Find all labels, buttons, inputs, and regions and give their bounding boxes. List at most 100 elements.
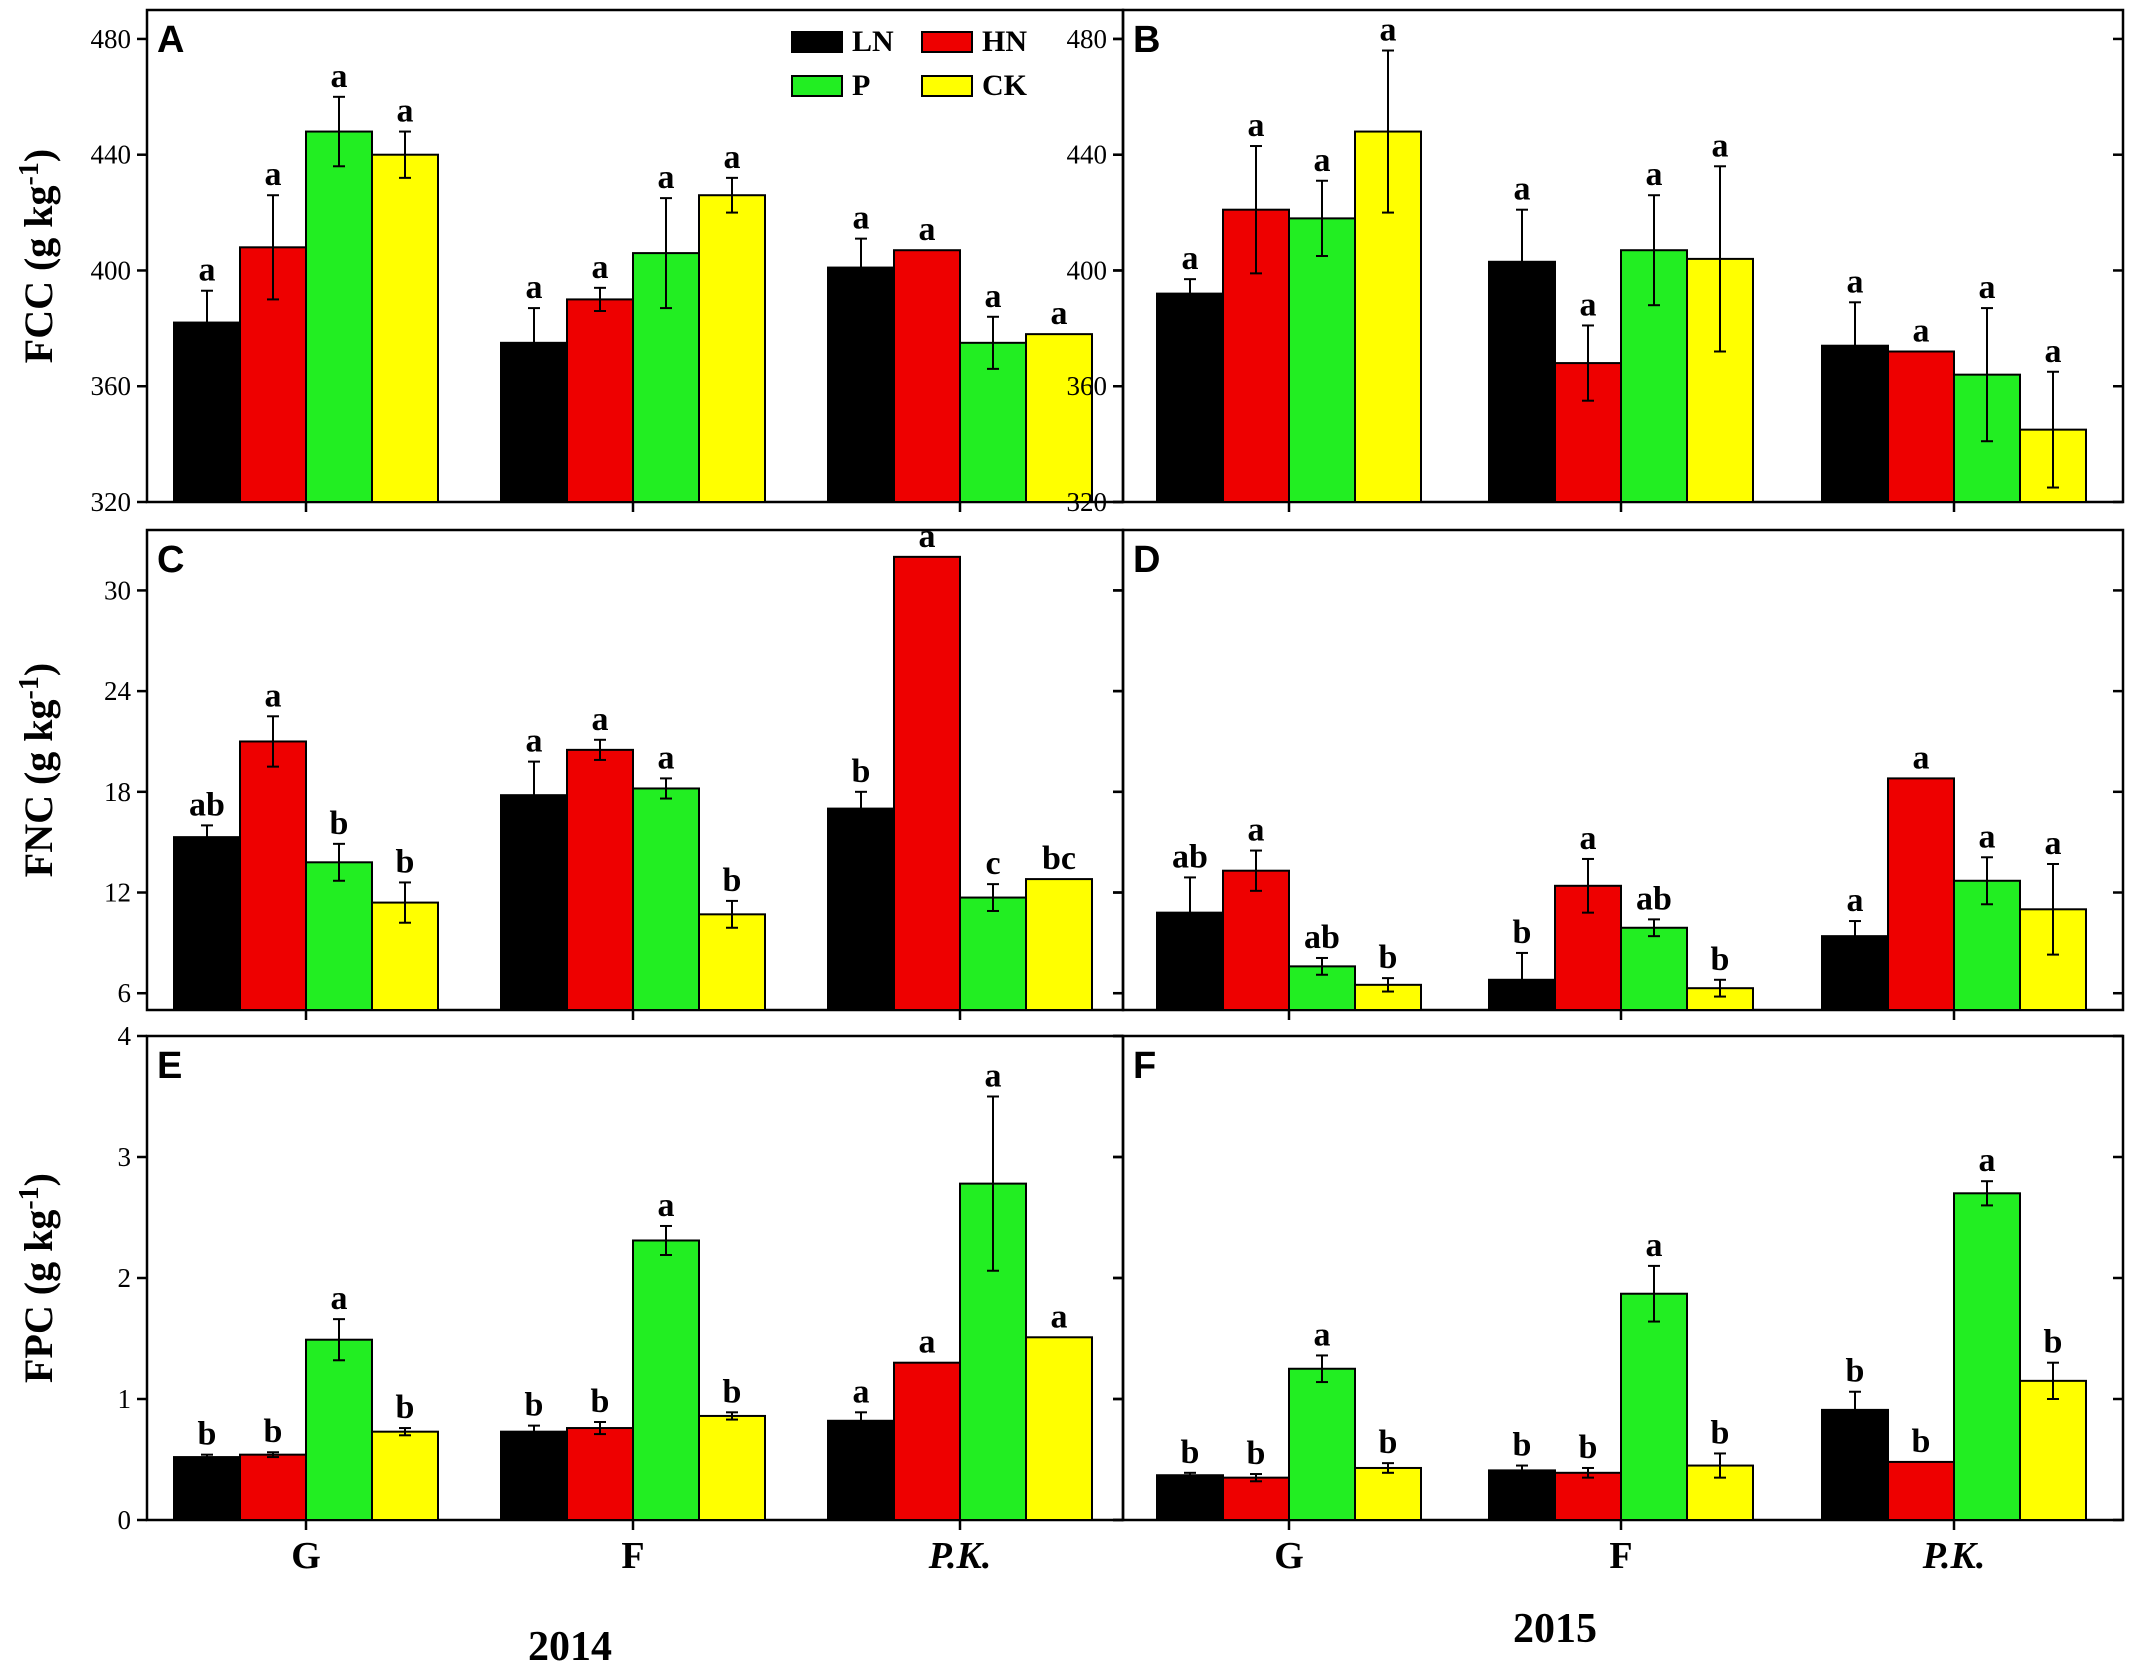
significance-label: a [1248, 812, 1265, 849]
significance-label: a [658, 159, 675, 196]
panel-e-ytick-label: 0 [118, 1505, 132, 1535]
bar-c-hn-2 [566, 748, 634, 1012]
significance-label: b [852, 753, 871, 790]
bar-a-hn-3 [893, 249, 961, 503]
significance-label: a [1051, 1298, 1068, 1335]
panel-a-ytick-label: 440 [91, 140, 132, 170]
significance-label: b [1579, 1429, 1598, 1466]
significance-label: a [331, 1280, 348, 1317]
panel-c-ylabel: FNC (g kg-1) [14, 663, 61, 877]
significance-label: a [1314, 1316, 1331, 1353]
significance-label: ab [1304, 919, 1340, 956]
bar-c-ln-3 [827, 807, 895, 1011]
significance-label: a [1182, 240, 1199, 277]
significance-label: a [265, 677, 282, 714]
panel-c-ytick-label: 24 [104, 676, 132, 706]
panel-b-ytick-label: 480 [1067, 24, 1108, 54]
bar-f-ln-1 [1156, 1474, 1224, 1521]
ylabel-exponent: -1 [14, 676, 45, 699]
ylabel-text: FNC (g kg [16, 699, 61, 877]
ylabel-close: ) [16, 149, 61, 162]
significance-label: bc [1042, 840, 1076, 877]
ylabel-close: ) [16, 1173, 61, 1186]
significance-label: a [1380, 12, 1397, 49]
panel-c-ytick-label: 6 [118, 978, 132, 1008]
significance-label: a [1712, 127, 1729, 164]
bar-c-p-2 [632, 787, 700, 1012]
bar-e-ck-3 [1025, 1336, 1093, 1522]
significance-label: b [1379, 1424, 1398, 1461]
significance-label: b [1711, 1414, 1730, 1451]
panel-e-ytick-label: 4 [118, 1021, 132, 1051]
significance-label: a [985, 278, 1002, 315]
legend-label-hn: HN [982, 25, 1027, 58]
significance-label: b [2044, 1324, 2063, 1361]
significance-label: b [1247, 1435, 1266, 1472]
panel-c-ytick-label: 18 [104, 777, 131, 807]
significance-label: a [1913, 313, 1930, 350]
legend-label-p: P [852, 69, 870, 102]
panel-c-ytick-label: 30 [104, 575, 131, 605]
category-label-g: G [1274, 1535, 1304, 1577]
significance-label: a [919, 1324, 936, 1361]
panel-b-ytick-label: 400 [1067, 255, 1108, 285]
legend-label-ln: LN [852, 25, 894, 58]
panel-a-ytick-label: 320 [91, 487, 132, 517]
panel-e-ylabel: FPC (g kg-1) [14, 1173, 61, 1383]
bar-e-ln-2 [500, 1430, 568, 1522]
bar-c-ck-2 [698, 913, 766, 1012]
significance-label: ab [189, 786, 225, 823]
bar-e-p-1 [305, 1338, 373, 1521]
bar-e-ck-2 [698, 1414, 766, 1521]
bar-c-ln-1 [173, 836, 241, 1011]
significance-label: a [1051, 295, 1068, 332]
significance-label: b [723, 1373, 742, 1410]
panel-e-ytick-label: 1 [118, 1384, 132, 1414]
category-label-f: F [621, 1535, 644, 1577]
panel-label-f: F [1133, 1045, 1156, 1087]
bar-d-hn-3 [1887, 777, 1955, 1011]
ylabel-text: FPC (g kg [16, 1210, 61, 1383]
bar-a-ck-3 [1025, 333, 1093, 503]
significance-label: b [723, 862, 742, 899]
category-label-g: G [291, 1535, 321, 1577]
significance-label: a [1913, 739, 1930, 776]
panel-e-ytick-label: 3 [118, 1142, 132, 1172]
bar-c-hn-1 [239, 740, 307, 1011]
significance-label: b [1711, 941, 1730, 978]
significance-label: a [919, 518, 936, 555]
significance-label: b [396, 843, 415, 880]
significance-label: ab [1636, 880, 1672, 917]
bar-a-ln-3 [827, 266, 895, 503]
bar-e-ck-1 [371, 1430, 439, 1522]
significance-label: ab [1172, 838, 1208, 875]
significance-label: a [397, 93, 414, 130]
panel-c-ytick-label: 12 [104, 878, 131, 908]
bar-f-hn-3 [1887, 1460, 1955, 1522]
significance-label: a [658, 739, 675, 776]
bar-f-hn-2 [1554, 1471, 1622, 1522]
significance-label: b [1912, 1423, 1931, 1460]
significance-label: a [724, 139, 741, 176]
significance-label: a [853, 200, 870, 237]
significance-label: b [1513, 1427, 1532, 1464]
legend-swatch-hn [921, 31, 973, 53]
significance-label: b [591, 1383, 610, 1420]
significance-label: a [919, 211, 936, 248]
panel-e-ytick-label: 2 [118, 1263, 132, 1293]
significance-label: b [198, 1416, 217, 1453]
bar-b-ck-2 [1686, 257, 1754, 503]
bar-e-p-2 [632, 1239, 700, 1521]
panel-b-ytick-label: 320 [1067, 487, 1108, 517]
significance-label: a [853, 1373, 870, 1410]
bar-e-ln-1 [173, 1456, 241, 1521]
year-label-2015: 2015 [1513, 1606, 1597, 1652]
significance-label: a [1847, 882, 1864, 919]
bar-a-ck-1 [371, 153, 439, 504]
ylabel-text: FCC (g kg [16, 185, 61, 363]
significance-label: a [1646, 156, 1663, 193]
bar-f-p-3 [1953, 1192, 2021, 1522]
panel-a-ytick-label: 360 [91, 371, 132, 401]
significance-label: b [525, 1387, 544, 1424]
